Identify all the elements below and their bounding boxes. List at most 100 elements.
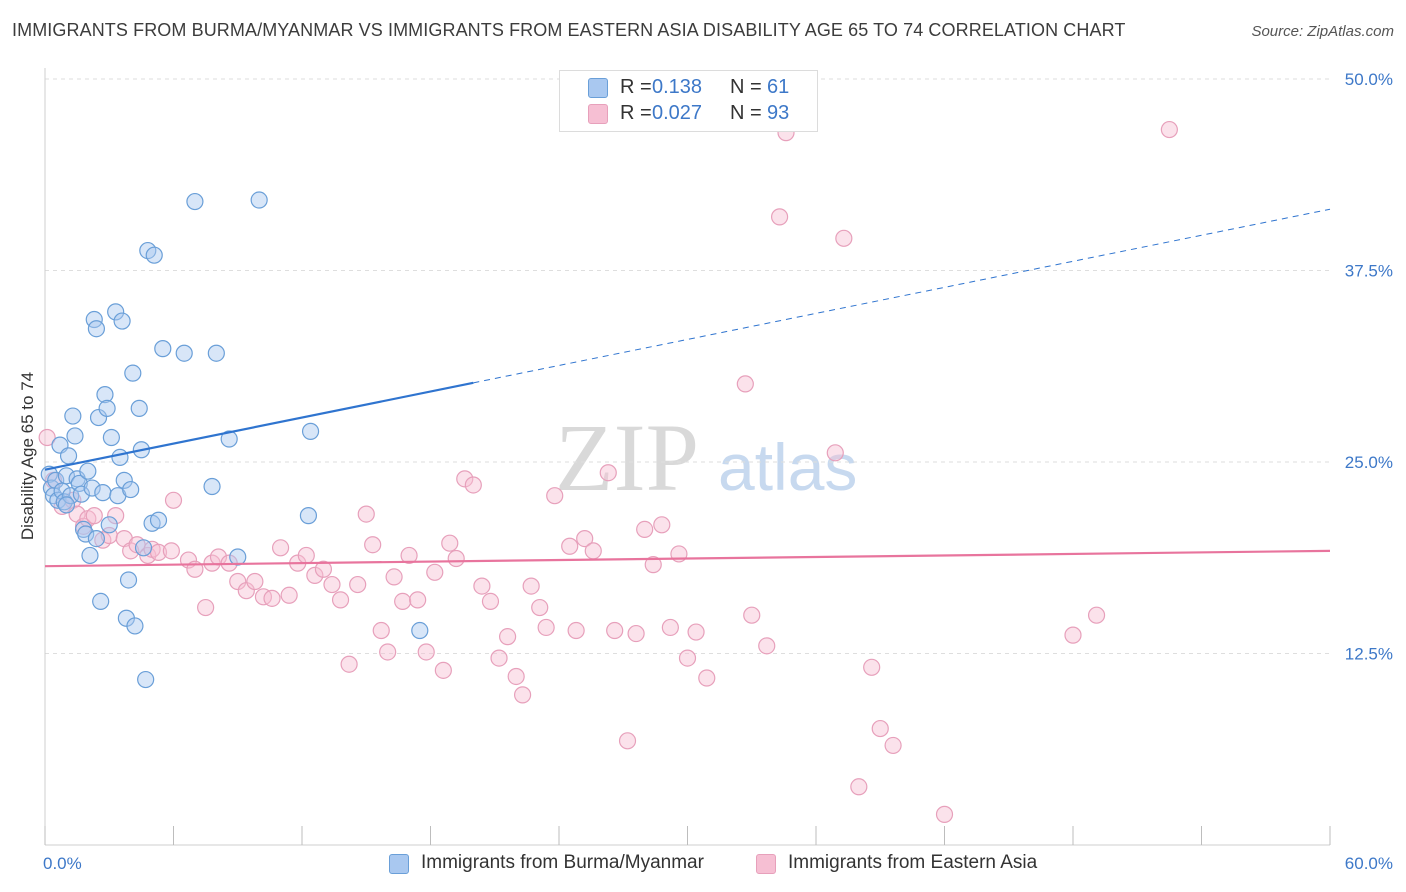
- scatter-point: [447, 549, 465, 568]
- scatter-point: [280, 586, 298, 604]
- scatter-point: [115, 471, 133, 489]
- scatter-point: [456, 470, 474, 488]
- scatter-point: [57, 467, 76, 485]
- trend-line-eastern-asia: [44, 549, 1331, 568]
- scatter-point: [826, 444, 844, 462]
- scatter-point: [297, 546, 315, 565]
- scatter-point: [87, 320, 106, 338]
- scatter-point: [417, 643, 435, 661]
- scatter-point: [47, 471, 65, 489]
- scatter-point: [94, 484, 112, 502]
- scatter-point: [546, 487, 564, 505]
- scatter-point: [372, 621, 390, 640]
- scatter-point: [229, 572, 247, 591]
- scatter-point: [83, 479, 101, 497]
- scatter-point: [149, 511, 168, 529]
- trend-line-burma: [44, 381, 474, 471]
- r-label: R =: [620, 102, 652, 124]
- r-value: 0.138: [652, 76, 703, 98]
- scatter-point: [102, 428, 120, 447]
- scatter-point: [364, 536, 382, 554]
- trend-line-burma-extension: [473, 208, 1331, 384]
- scatter-point: [561, 537, 579, 555]
- y-axis-label: Disability Age 65 to 74: [18, 372, 37, 540]
- correlation-legend: R = 0.138 N = 61 R = 0.027 N = 93: [559, 70, 818, 132]
- scatter-point: [113, 312, 131, 330]
- scatter-point: [299, 507, 318, 525]
- scatter-point: [70, 474, 88, 493]
- scatter-point: [736, 375, 754, 393]
- scatter-point: [394, 592, 412, 611]
- scatter-point: [145, 246, 163, 264]
- scatter-point: [81, 546, 99, 565]
- scatter-point: [87, 529, 106, 548]
- scatter-point: [107, 303, 125, 321]
- scatter-point: [661, 618, 679, 637]
- scatter-point: [687, 623, 705, 641]
- scatter-point: [186, 192, 204, 211]
- y-tick-label: 37.5%: [1345, 262, 1393, 281]
- scatter-point: [1064, 626, 1082, 644]
- watermark-zip: ZIP: [555, 404, 699, 511]
- scatter-point: [66, 427, 84, 445]
- scatter-point: [89, 408, 108, 427]
- r-label: R =: [620, 76, 652, 98]
- scatter-point: [567, 621, 585, 640]
- scatter-point: [871, 719, 889, 738]
- scatter-point: [57, 496, 76, 514]
- scatter-point: [835, 229, 853, 247]
- scatter-point: [134, 539, 153, 557]
- scatter-point: [884, 736, 902, 755]
- scatter-point: [314, 560, 333, 578]
- scatter-point: [434, 661, 452, 679]
- scatter-point: [154, 340, 172, 358]
- n-value: 61: [767, 76, 790, 98]
- legend-swatch-blue: [389, 854, 409, 874]
- scatter-point: [357, 505, 375, 523]
- scatter-point: [400, 546, 418, 565]
- scatter-point: [92, 592, 110, 611]
- scatter-point: [935, 805, 954, 823]
- scatter-point: [409, 591, 427, 609]
- scatter-point: [220, 430, 238, 448]
- scatter-point: [237, 582, 255, 600]
- scatter-point: [98, 399, 116, 417]
- scatter-point: [203, 477, 221, 496]
- scatter-point: [531, 598, 549, 617]
- scatter-point: [164, 491, 183, 509]
- scatter-point: [197, 598, 215, 617]
- scatter-point: [162, 542, 180, 560]
- scatter-point: [636, 520, 654, 539]
- scatter-point: [122, 542, 140, 560]
- scatter-point: [1087, 606, 1106, 624]
- scatter-point: [1160, 120, 1178, 139]
- legend-row-eastern-asia: R = 0.027 N = 93: [560, 102, 817, 126]
- scatter-point: [513, 686, 532, 704]
- scatter-point: [770, 208, 789, 226]
- y-tick-label: 12.5%: [1345, 645, 1393, 664]
- scatter-point: [271, 539, 290, 557]
- scatter-point: [301, 422, 320, 440]
- scatter-point: [246, 572, 264, 591]
- legend-swatch-pink: [588, 104, 608, 124]
- series-legend: Immigrants from Burma/Myanmar Immigrants…: [0, 852, 1406, 878]
- scatter-point: [618, 732, 637, 750]
- scatter-point: [606, 621, 624, 640]
- scatter-point: [62, 487, 80, 505]
- legend-row-burma: R = 0.138 N = 61: [560, 76, 817, 100]
- legend-swatch-pink: [756, 854, 776, 874]
- scatter-point: [743, 606, 761, 624]
- scatter-point: [323, 575, 341, 594]
- y-tick-label: 25.0%: [1345, 453, 1393, 472]
- scatter-point: [850, 778, 868, 796]
- scatter-point: [306, 566, 324, 584]
- scatter-point: [124, 364, 142, 382]
- scatter-point: [441, 534, 459, 552]
- scatter-point: [38, 428, 56, 447]
- scatter-point: [653, 516, 671, 534]
- scatter-point: [100, 516, 118, 534]
- chart-title: IMMIGRANTS FROM BURMA/MYANMAR VS IMMIGRA…: [12, 20, 1126, 40]
- scatter-point: [481, 592, 500, 611]
- y-tick-label: 50.0%: [1345, 70, 1393, 89]
- scatter-point: [331, 591, 350, 609]
